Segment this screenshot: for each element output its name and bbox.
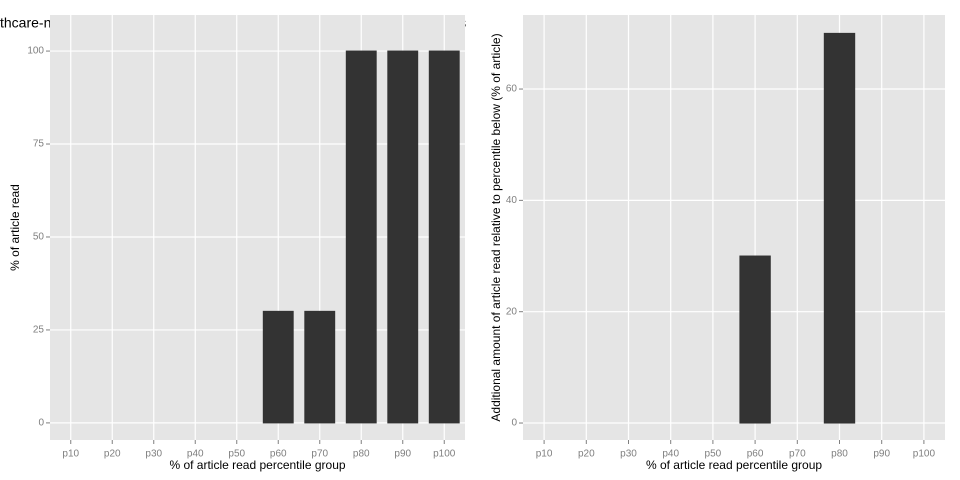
bar: [387, 50, 419, 424]
bar: [823, 32, 856, 424]
x-tick-label: p20: [578, 449, 595, 460]
x-tick-label: p40: [187, 449, 204, 460]
y-tick-label: 20: [506, 306, 518, 317]
bar: [739, 255, 771, 424]
x-axis-title: % of article read percentile group: [169, 458, 345, 472]
y-tick-label: 60: [506, 84, 518, 95]
x-tick-label: p50: [228, 449, 245, 460]
x-tick-label: p30: [620, 449, 637, 460]
x-tick-label: p80: [831, 449, 848, 460]
bar: [262, 310, 294, 424]
x-tick-label: p10: [536, 449, 553, 460]
plot-background: [523, 15, 945, 440]
x-tick-label: p30: [145, 449, 162, 460]
bar: [345, 50, 377, 424]
x-tick-label: p40: [662, 449, 679, 460]
x-tick-label: p10: [62, 449, 79, 460]
x-tick-label: p70: [789, 449, 806, 460]
y-axis-title: Additional amount of article read relati…: [489, 33, 503, 421]
y-tick-label: 25: [33, 325, 45, 336]
x-tick-label: p80: [353, 449, 370, 460]
x-tick-label: p100: [913, 449, 936, 460]
y-tick-label: 50: [33, 232, 45, 243]
y-tick-label: 0: [38, 418, 44, 429]
y-tick-label: 100: [27, 46, 44, 57]
y-tick-label: 40: [506, 195, 518, 206]
y-tick-label: 0: [511, 418, 517, 429]
x-tick-label: p70: [311, 449, 328, 460]
x-tick-label: p90: [873, 449, 890, 460]
bar: [304, 310, 336, 424]
y-tick-label: 75: [33, 139, 45, 150]
y-axis-title: % of article read: [8, 184, 22, 271]
x-tick-label: p20: [104, 449, 121, 460]
x-tick-label: p60: [270, 449, 287, 460]
bar: [428, 50, 460, 424]
x-tick-label: p60: [747, 449, 764, 460]
x-axis-title: % of article read percentile group: [646, 458, 822, 472]
x-tick-label: p90: [394, 449, 411, 460]
x-tick-label: p100: [433, 449, 456, 460]
x-tick-label: p50: [705, 449, 722, 460]
